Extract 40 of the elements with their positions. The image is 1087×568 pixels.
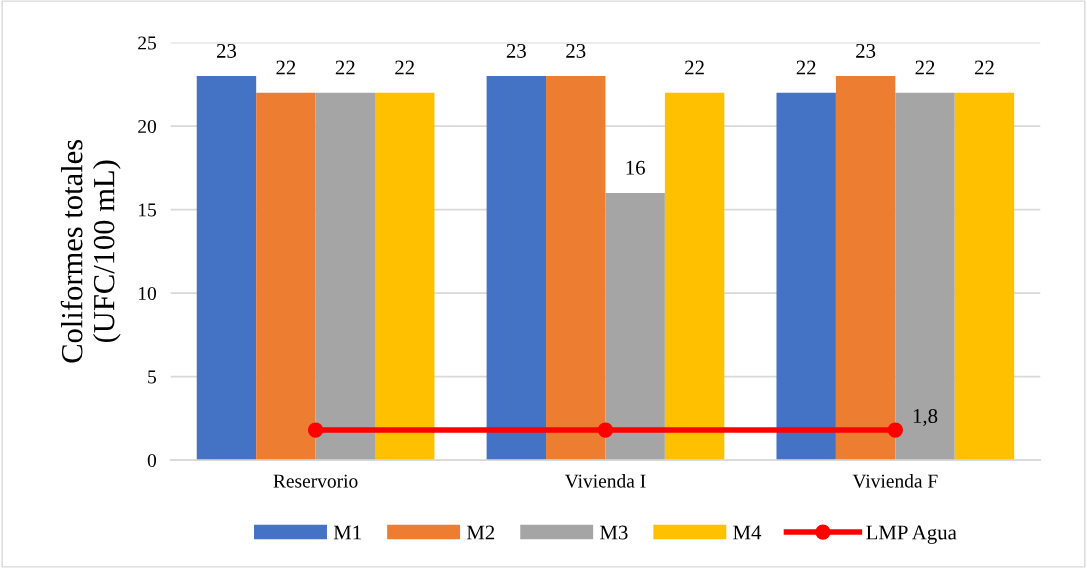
y-axis-title: Coliformes totales (UFC/100 mL) [60,140,121,363]
legend-label: M3 [600,525,628,540]
bar [895,92,955,461]
bar [835,76,896,461]
y-tick-label: 5 [148,370,157,384]
bar [954,92,1015,461]
data-label: 22 [974,60,994,75]
bar [256,92,316,461]
bar [315,92,376,461]
bar [546,76,606,461]
bar [664,92,725,461]
x-tick-label: Reservorio [273,474,358,488]
y-tick-label: 25 [138,36,157,50]
data-label: 22 [796,60,816,75]
data-label: 22 [276,60,296,75]
bar [375,92,435,461]
data-label: 16 [626,160,645,175]
data-label: 22 [685,60,704,75]
x-tick-label: Vivienda I [564,473,646,488]
bar [486,76,547,461]
bar [776,92,836,461]
y-tick-label: 20 [138,119,157,134]
bar [605,192,665,461]
data-label: 22 [335,60,355,75]
legend-label: M2 [466,525,495,540]
y-tick-label: 10 [139,286,157,301]
x-tick-label: Vivienda F [852,473,938,488]
data-label: 22 [395,60,414,75]
y-tick-label: 15 [139,203,157,217]
legend-label: LMP Agua [866,525,957,544]
legend-label: M1 [333,525,361,540]
y-tick-label: 0 [147,453,157,468]
data-label: 1,8 [913,408,938,427]
legend-label: M4 [733,525,762,540]
data-label: 23 [506,43,526,58]
data-label: 22 [915,60,935,75]
bar [196,76,257,461]
data-label: 23 [856,43,876,58]
data-label: 23 [216,43,237,58]
data-label: 23 [566,43,586,58]
